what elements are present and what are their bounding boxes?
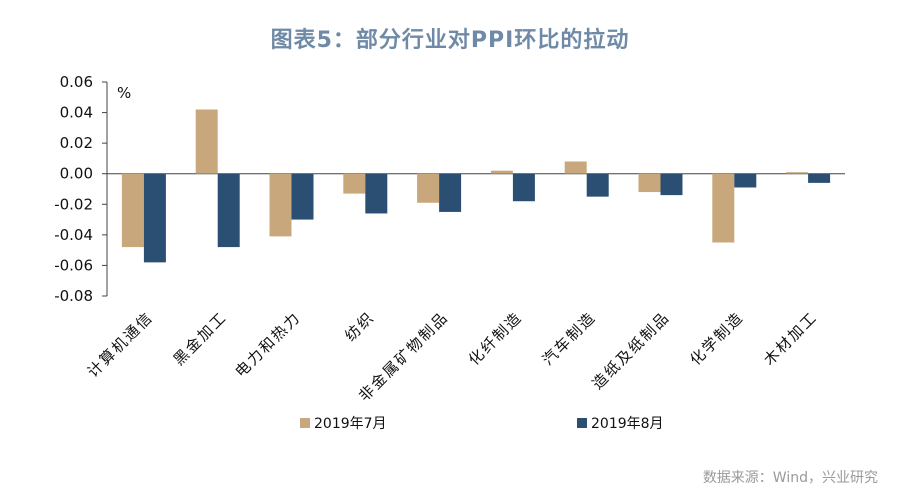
bar-aug (439, 173, 462, 212)
x-tick-label: 电力和热力 (231, 308, 304, 381)
source-note: 数据来源：Wind，兴业研究 (702, 470, 878, 486)
x-tick-label: 纺织 (341, 308, 378, 345)
y-axis-ticks: 0.06 0.04 0.02 0.00 -0.02 -0.04 -0.06 -0.08 (54, 73, 107, 305)
y-tick-label: -0.04 (54, 226, 93, 244)
bar-jul (417, 173, 440, 203)
bar-jul (712, 173, 735, 243)
chart-title: 图表5：部分行业对PPI环比的拉动 (270, 28, 630, 53)
x-tick-label: 化学制造 (686, 308, 747, 369)
bar-jul (269, 173, 292, 237)
x-tick-label: 造纸及纸制品 (588, 308, 673, 393)
bar-jul (121, 173, 144, 248)
x-tick-label: 汽车制造 (539, 308, 600, 369)
legend-label: 2019年7月 (314, 416, 387, 432)
y-tick-label: 0.02 (60, 134, 93, 152)
bar-aug (291, 173, 314, 220)
bar-aug (734, 173, 757, 188)
bar-aug (512, 173, 535, 202)
bar-jul (786, 172, 809, 174)
bar-jul (195, 109, 218, 174)
bar-aug (586, 173, 609, 197)
y-tick-label: -0.08 (54, 287, 93, 305)
y-tick-label: 0.06 (60, 73, 93, 91)
bar-jul (638, 173, 661, 193)
legend-swatch (300, 418, 310, 428)
x-tick-label: 木材加工 (760, 308, 821, 369)
bar-jul (564, 161, 587, 174)
y-tick-label: -0.02 (54, 195, 93, 213)
y-tick-label: 0.00 (60, 165, 93, 183)
x-tick-label: 黑金加工 (170, 308, 231, 369)
y-unit-label: % (117, 84, 131, 102)
chart-legend: 2019年7月 2019年8月 (300, 416, 664, 432)
bar-jul (490, 170, 513, 174)
bar-jul (343, 173, 366, 194)
legend-label: 2019年8月 (591, 416, 664, 432)
bar-aug (808, 173, 831, 183)
bar-aug (365, 173, 388, 214)
chart-bars (121, 109, 831, 263)
bar-aug (217, 173, 240, 248)
y-tick-label: -0.06 (54, 256, 93, 274)
bar-aug (660, 173, 683, 196)
legend-swatch (577, 418, 587, 428)
x-tick-label: 计算机通信 (84, 308, 157, 381)
y-tick-label: 0.04 (60, 104, 93, 122)
x-tick-label: 化纤制造 (465, 308, 526, 369)
bar-aug (143, 173, 166, 263)
